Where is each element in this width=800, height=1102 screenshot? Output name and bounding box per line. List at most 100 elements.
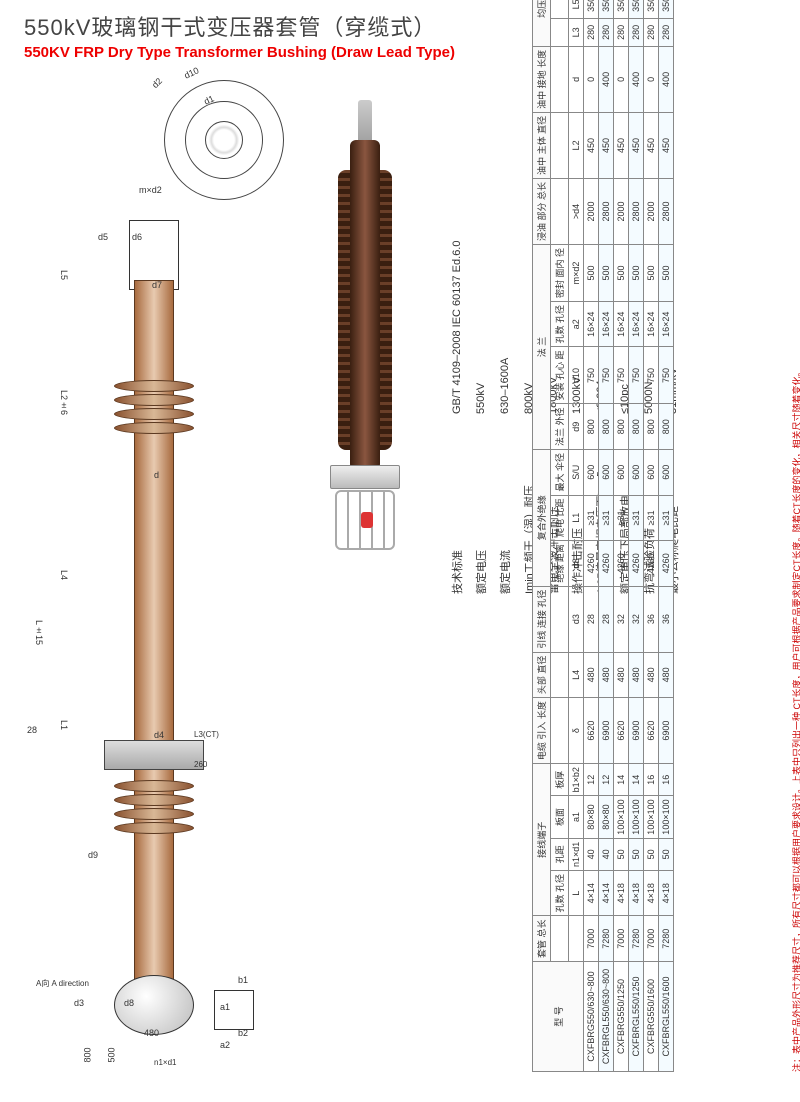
spec-value: 630–1600A	[493, 130, 517, 420]
sub-header-cell	[551, 178, 569, 244]
symbol-cell: δ	[569, 698, 584, 764]
value-cell: 500	[599, 244, 614, 301]
title-block: 550kV玻璃钢干式变压器套管（穿缆式） 550KV FRP Dry Type …	[24, 10, 455, 61]
value-cell: 4260	[584, 541, 599, 587]
sub-header-cell: 密封 面内 径	[551, 244, 569, 301]
value-cell: 400	[599, 46, 614, 112]
value-cell: 2800	[659, 178, 674, 244]
value-cell: 800	[614, 404, 629, 450]
sub-header-cell	[551, 18, 569, 46]
value-cell: 750	[584, 347, 599, 404]
model-cell: CXFBRGL550/1600	[659, 962, 674, 1072]
group-header-cell: 均压球	[533, 0, 551, 46]
value-cell: 280	[599, 18, 614, 46]
value-cell: 480	[614, 652, 629, 698]
spec-label: 技术标准	[445, 420, 469, 600]
sub-header-cell: 孔距	[551, 838, 569, 870]
value-cell: 750	[614, 347, 629, 404]
symbol-cell: a2	[569, 301, 584, 347]
value-cell: 16×24	[659, 301, 674, 347]
value-cell: 500	[629, 244, 644, 301]
lbl-d3: d3	[74, 998, 84, 1008]
sub-header-cell: 板厚	[551, 764, 569, 796]
value-cell: 450	[599, 112, 614, 178]
spec-value: 550kV	[469, 130, 493, 420]
value-cell: 350	[614, 0, 629, 18]
value-cell: 350	[659, 0, 674, 18]
spec-label: 额定电流	[493, 420, 517, 600]
title-english: 550KV FRP Dry Type Transformer Bushing (…	[24, 44, 455, 61]
value-cell: 7000	[614, 916, 629, 962]
value-cell: 600	[659, 450, 674, 496]
sub-header-cell	[551, 916, 569, 962]
sub-header-cell: 最大 伞径	[551, 450, 569, 496]
value-cell: 800	[629, 404, 644, 450]
model-cell: CXFBRG550/1600	[644, 962, 659, 1072]
value-cell: 16×24	[629, 301, 644, 347]
sub-header-cell: 绝缘 距离	[551, 541, 569, 587]
value-cell: 4×18	[614, 870, 629, 916]
value-cell: 450	[644, 112, 659, 178]
dim-d10: d10	[183, 65, 201, 80]
symbol-cell: d9	[569, 404, 584, 450]
lbl-L: L±15	[34, 620, 44, 645]
value-cell: 6620	[584, 698, 599, 764]
value-cell: 2800	[629, 178, 644, 244]
photo-flange	[330, 465, 400, 489]
group-header-cell: 接线端子	[533, 764, 551, 916]
value-cell: 7280	[659, 916, 674, 962]
group-header-cell: 油中 主体 直径	[533, 112, 551, 178]
value-cell: 4×14	[599, 870, 614, 916]
value-cell: 16×24	[584, 301, 599, 347]
value-cell: 500	[584, 244, 599, 301]
spec-label: 额定电压	[469, 420, 493, 600]
value-cell: 350	[644, 0, 659, 18]
value-cell: 32	[629, 586, 644, 652]
value-cell: 50	[644, 838, 659, 870]
value-cell: 500	[644, 244, 659, 301]
value-cell: 100×100	[659, 796, 674, 838]
value-cell: ≥31	[629, 495, 644, 541]
symbol-cell: a1	[569, 796, 584, 838]
side-view	[44, 220, 264, 1040]
lbl-b1: b1	[238, 975, 248, 985]
lbl-d9: d9	[88, 850, 98, 860]
symbol-cell: d	[569, 46, 584, 112]
symbol-cell: L	[569, 870, 584, 916]
value-cell: 14	[629, 764, 644, 796]
value-cell: 350	[599, 0, 614, 18]
symbol-cell: L1	[569, 495, 584, 541]
title-chinese: 550kV玻璃钢干式变压器套管（穿缆式）	[24, 10, 455, 42]
group-header-cell: 复合外绝缘	[533, 450, 551, 587]
group-header-cell: 法 兰	[533, 244, 551, 449]
value-cell: 750	[599, 347, 614, 404]
lbl-L3CT: L3(CT)	[194, 730, 219, 739]
lbl-n1xd1: n1×d1	[154, 1058, 176, 1067]
value-cell: ≥31	[614, 495, 629, 541]
value-cell: 400	[659, 46, 674, 112]
value-cell: 16×24	[614, 301, 629, 347]
group-header-cell: 头部 直径	[533, 652, 551, 698]
value-cell: 2000	[614, 178, 629, 244]
value-cell: 350	[584, 0, 599, 18]
group-header-cell: 油中 接地 长度	[533, 46, 551, 112]
symbol-cell: L5	[569, 0, 584, 18]
symbol-cell: L3	[569, 18, 584, 46]
value-cell: 32	[614, 586, 629, 652]
value-cell: 80×80	[584, 796, 599, 838]
value-cell: 4×18	[629, 870, 644, 916]
value-cell: 500	[659, 244, 674, 301]
lbl-b2: b2	[238, 1028, 248, 1038]
value-cell: 600	[629, 450, 644, 496]
col-model-header: 型 号	[533, 962, 584, 1072]
value-cell: 400	[629, 46, 644, 112]
value-cell: 800	[644, 404, 659, 450]
value-cell: 16×24	[599, 301, 614, 347]
value-cell: 50	[614, 838, 629, 870]
sub-header-cell: 安装 孔心 距	[551, 347, 569, 404]
value-cell: 4260	[614, 541, 629, 587]
value-cell: 450	[614, 112, 629, 178]
value-cell: 28	[599, 586, 614, 652]
sub-header-cell	[551, 112, 569, 178]
lbl-a2: a2	[220, 1040, 230, 1050]
